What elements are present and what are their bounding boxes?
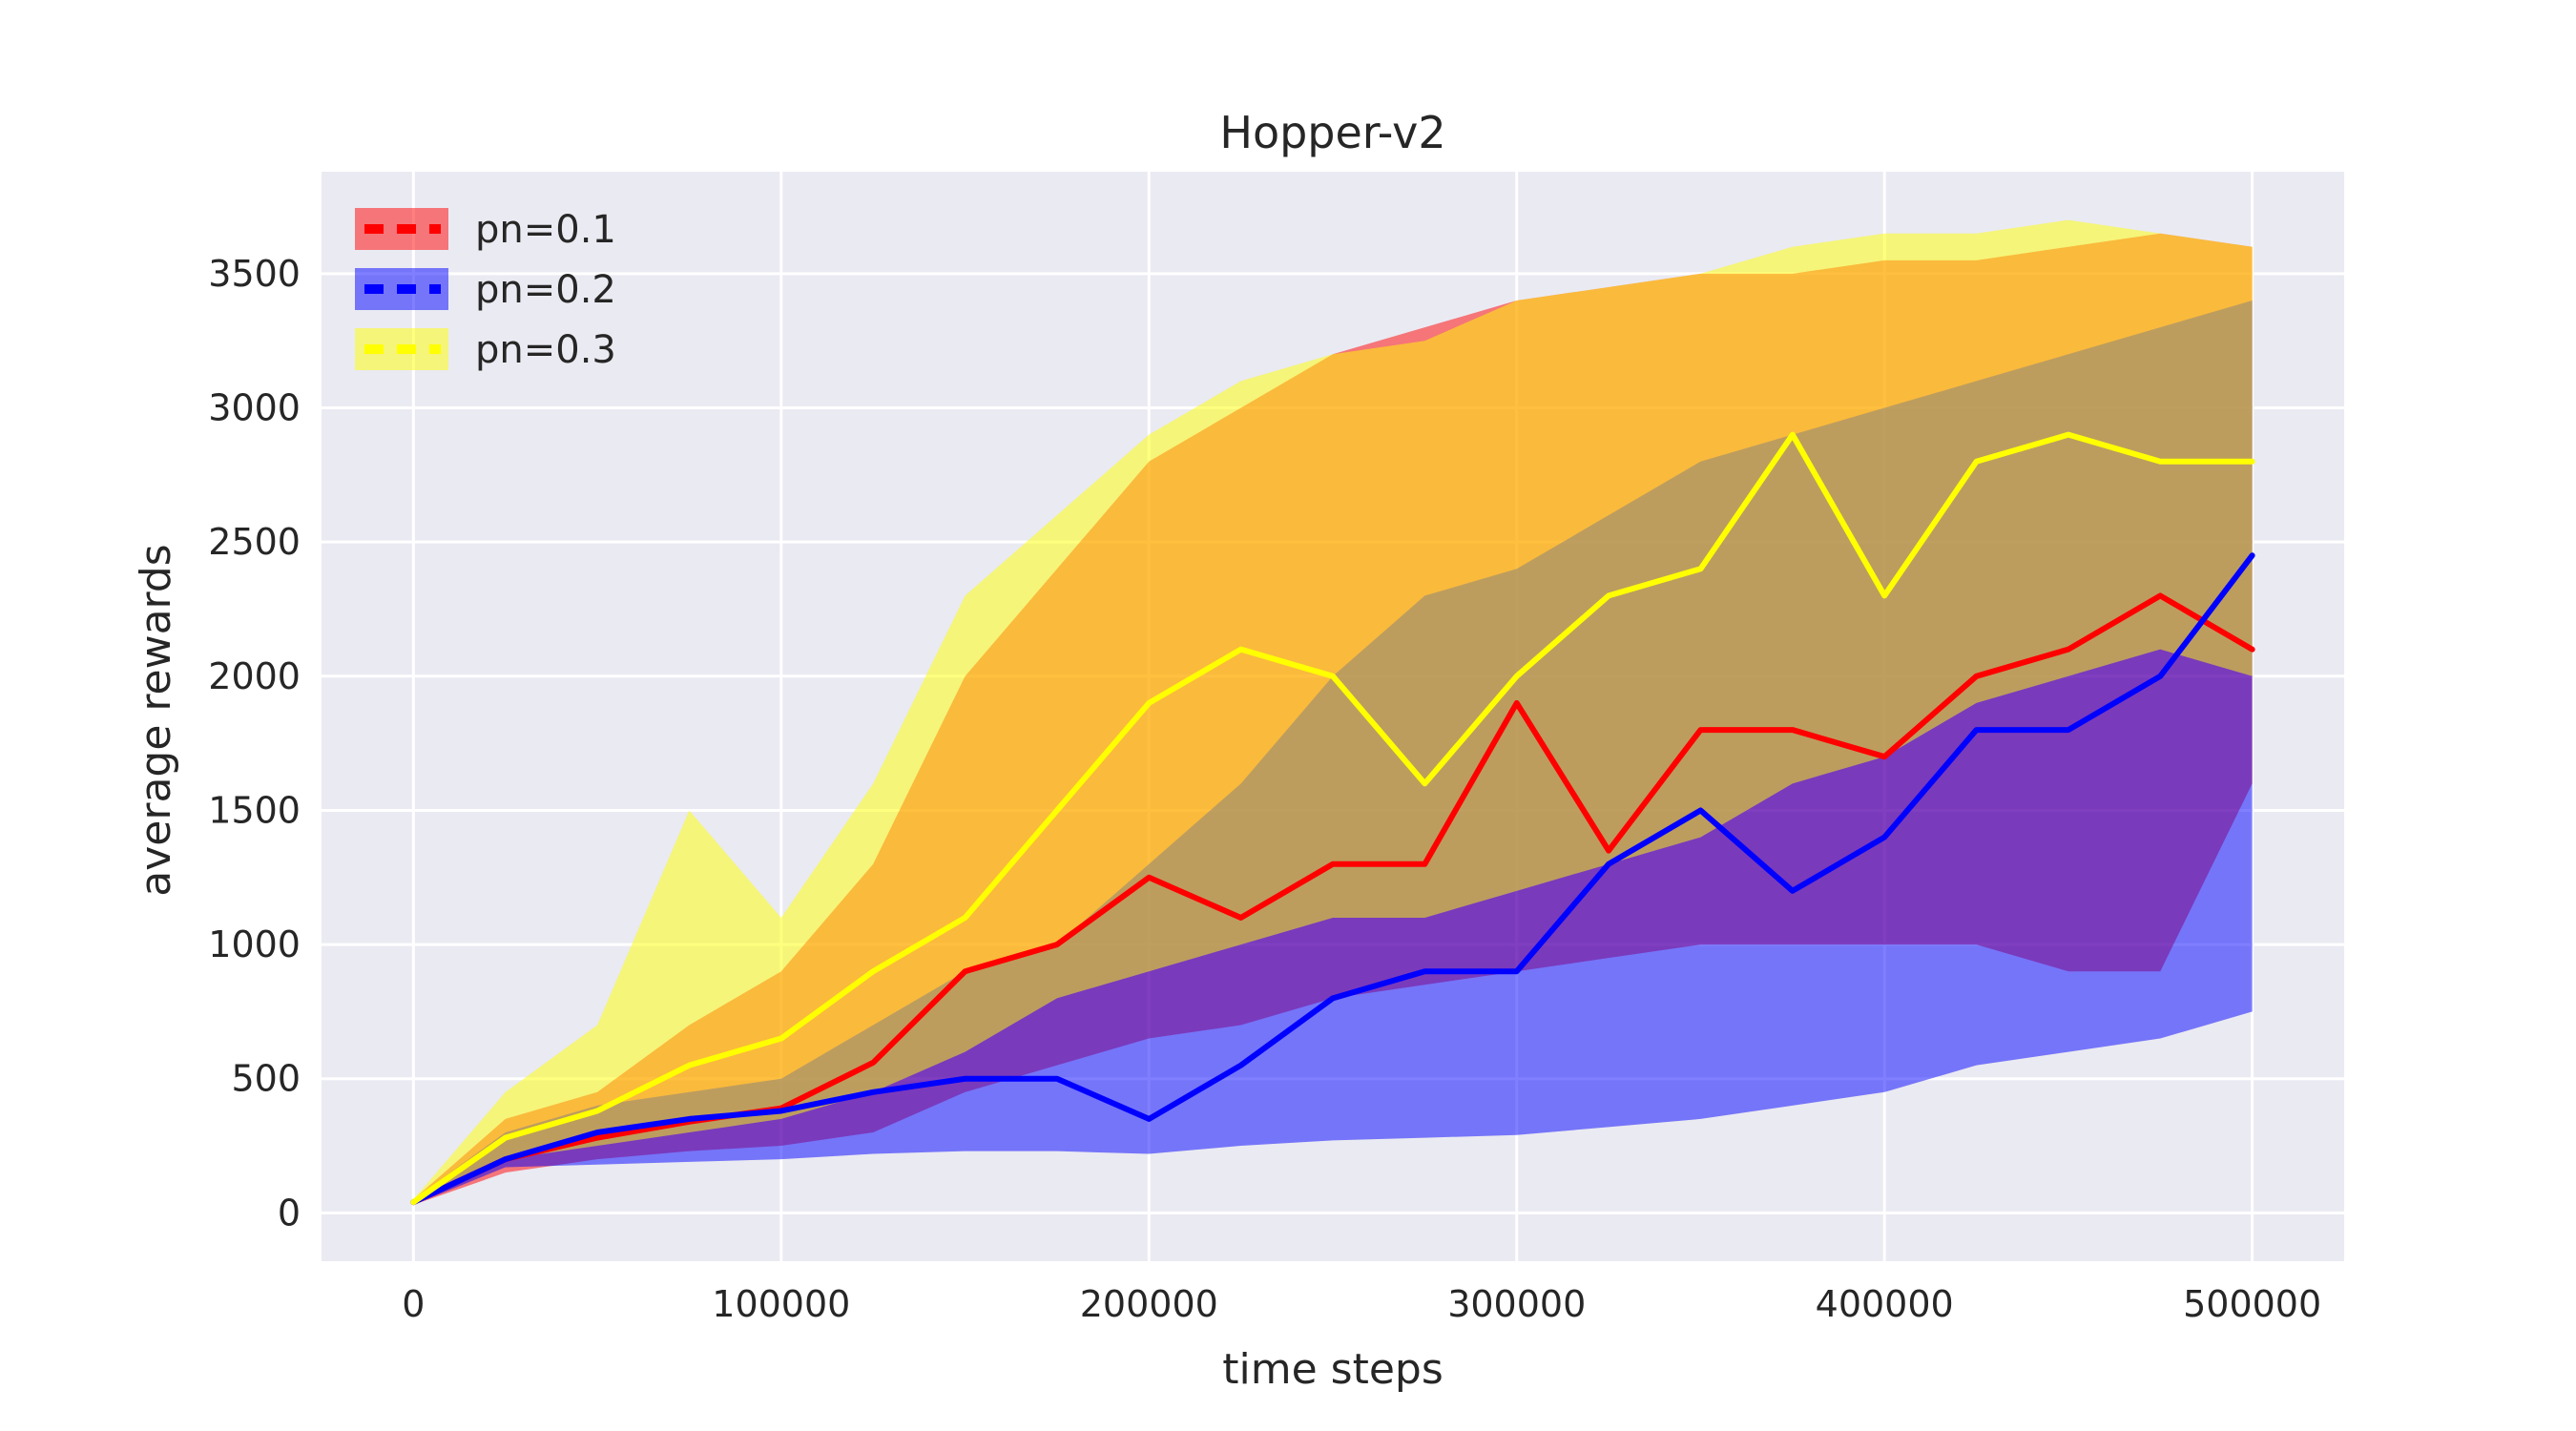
series-lines xyxy=(410,431,2255,1206)
y-tick-label: 500 xyxy=(231,1058,301,1100)
x-tick-labels: 0 100000 200000 300000 400000 500000 xyxy=(402,1283,2321,1325)
line-pn=0.2 xyxy=(410,552,2255,1206)
y-tick-label: 0 xyxy=(278,1192,301,1234)
legend: pn=0.1 pn=0.2 pn=0.3 xyxy=(355,208,616,372)
x-tick-label: 200000 xyxy=(1080,1283,1218,1325)
x-axis-label: time steps xyxy=(1222,1345,1444,1394)
y-tick-label: 1500 xyxy=(208,789,301,831)
line-pn=0.3 xyxy=(410,431,2255,1206)
band-pn=0.3 xyxy=(413,219,2253,1205)
y-tick-label: 2000 xyxy=(208,655,301,697)
x-tick-label: 500000 xyxy=(2183,1283,2321,1325)
legend-label: pn=0.2 xyxy=(475,268,616,312)
y-tick-label: 2500 xyxy=(208,521,301,563)
y-axis-label: average rewards xyxy=(132,544,180,896)
series-bands xyxy=(413,219,2253,1205)
y-tick-label: 3500 xyxy=(208,253,301,295)
x-tick-label: 300000 xyxy=(1447,1283,1586,1325)
y-tick-label: 3000 xyxy=(208,387,301,429)
x-tick-label: 100000 xyxy=(712,1283,850,1325)
chart-title: Hopper-v2 xyxy=(1219,107,1445,158)
legend-label: pn=0.3 xyxy=(475,328,616,372)
y-tick-label: 1000 xyxy=(208,923,301,965)
x-tick-label: 0 xyxy=(402,1283,425,1325)
x-tick-label: 400000 xyxy=(1816,1283,1954,1325)
legend-label: pn=0.1 xyxy=(475,208,616,252)
y-tick-labels: 0 500 1000 1500 2000 2500 3000 3500 xyxy=(208,253,301,1234)
